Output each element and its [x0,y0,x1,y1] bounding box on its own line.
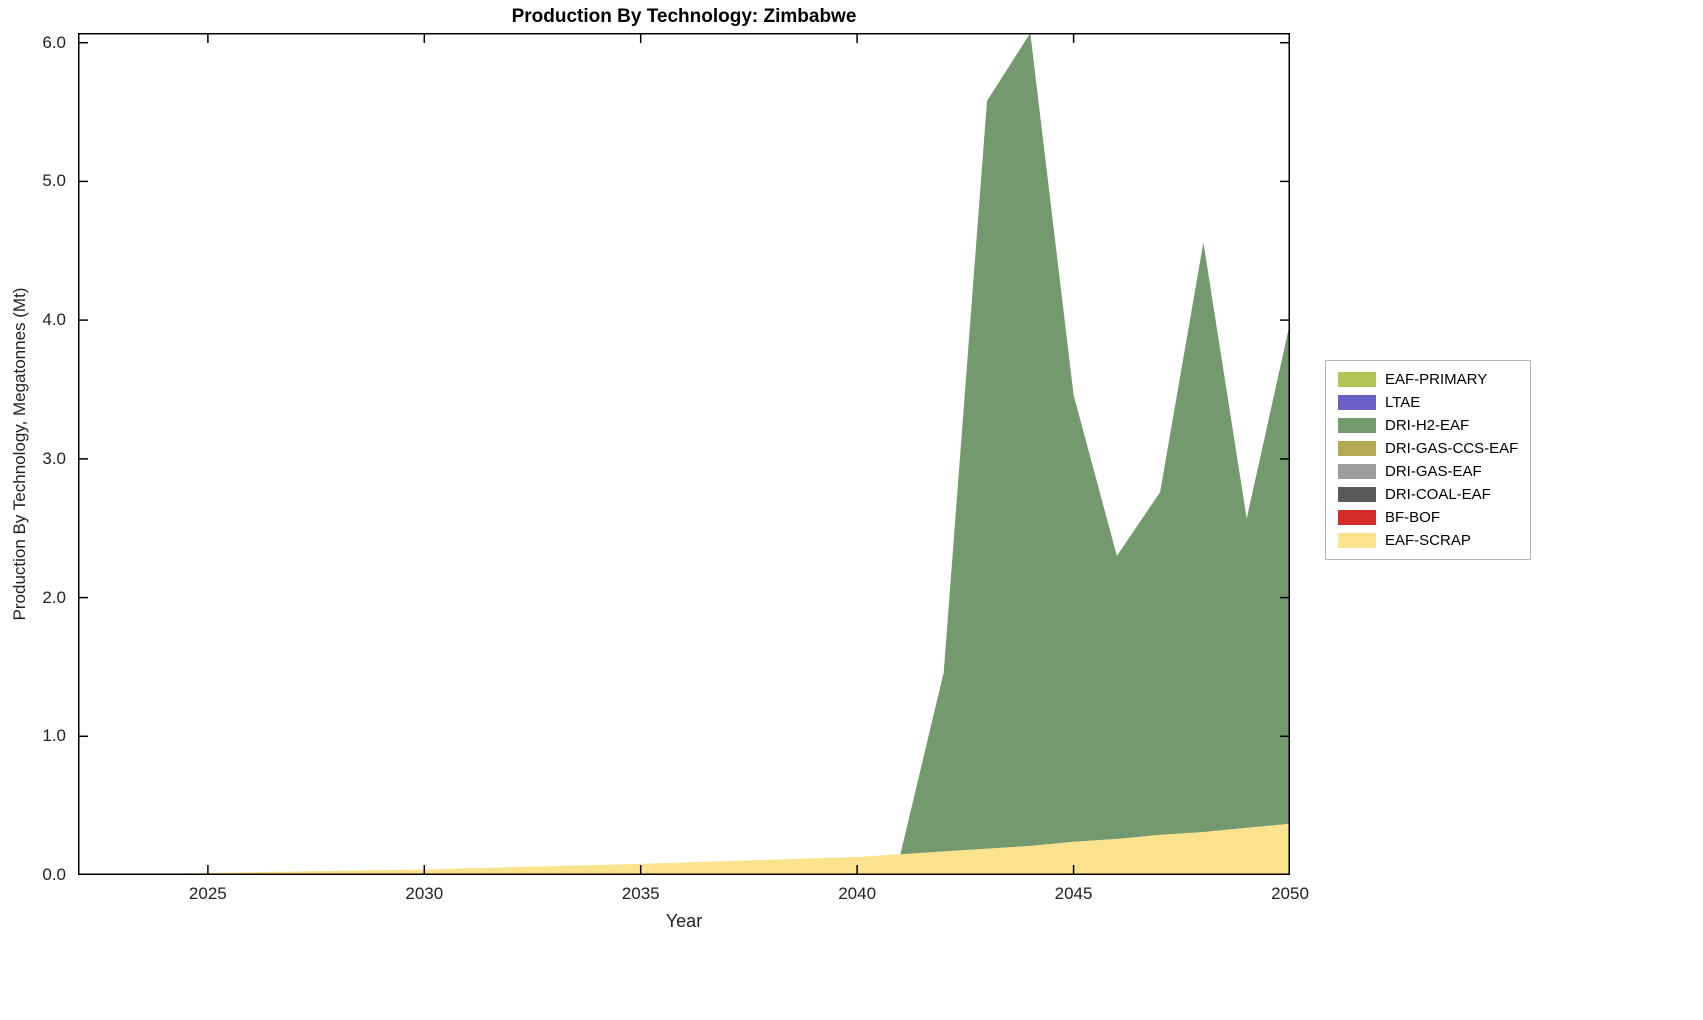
x-tick-label: 2045 [1054,884,1093,903]
legend-label: DRI-GAS-CCS-EAF [1385,440,1519,457]
area-EAF-SCRAP [78,823,1290,875]
y-tick-label: 3.0 [42,448,66,468]
legend-swatch-LTAE [1338,395,1376,410]
legend-item: DRI-GAS-CCS-EAF [1338,440,1518,457]
legend-swatch-DRI-COAL-EAF [1338,487,1376,502]
legend-item: EAF-SCRAP [1338,532,1518,549]
y-tick-label: 0.0 [42,865,66,884]
y-tick-label: 2.0 [42,587,66,607]
legend-item: LTAE [1338,394,1518,411]
x-tick-label: 2035 [621,884,660,903]
axis-ticks [78,33,1290,875]
legend-item: DRI-GAS-EAF [1338,463,1518,480]
legend-swatch-BF-BOF [1338,510,1376,525]
legend-label: BF-BOF [1385,509,1440,526]
x-tick-label: 2025 [188,884,227,903]
legend-swatch-DRI-GAS-CCS-EAF [1338,441,1376,456]
legend-label: DRI-COAL-EAF [1385,486,1491,503]
x-tick-label: 2050 [1271,884,1309,903]
chart-title: Production By Technology: Zimbabwe [511,6,857,27]
x-tick-label: 2030 [405,884,444,903]
y-tick-label: 4.0 [42,310,66,330]
legend-swatch-DRI-GAS-EAF [1338,464,1376,479]
legend-swatch-EAF-SCRAP [1338,533,1376,548]
plot-border [78,33,1290,875]
legend-label: EAF-SCRAP [1385,532,1471,549]
x-tick-label: 2040 [838,884,877,903]
legend-swatch-DRI-H2-EAF [1338,418,1376,433]
legend-item: BF-BOF [1338,509,1518,526]
legend-item: DRI-H2-EAF [1338,417,1518,434]
plot-area [78,33,1290,875]
y-tick-label: 1.0 [42,726,66,746]
legend-label: DRI-H2-EAF [1385,417,1470,434]
legend-swatch-EAF-PRIMARY [1338,372,1376,387]
legend: EAF-PRIMARY LTAE DRI-H2-EAF DRI-GAS-CCS-EAF… [1325,360,1532,560]
legend-label: EAF-PRIMARY [1385,371,1488,388]
area-DRI-H2-EAF [78,33,1290,875]
y-tick-label: 5.0 [42,171,66,191]
legend-label: LTAE [1385,394,1421,411]
legend-item: DRI-COAL-EAF [1338,486,1518,503]
x-axis-label: Year [665,911,703,931]
legend-label: DRI-GAS-EAF [1385,463,1482,480]
y-tick-label: 6.0 [42,32,66,52]
legend-item: EAF-PRIMARY [1338,371,1518,388]
